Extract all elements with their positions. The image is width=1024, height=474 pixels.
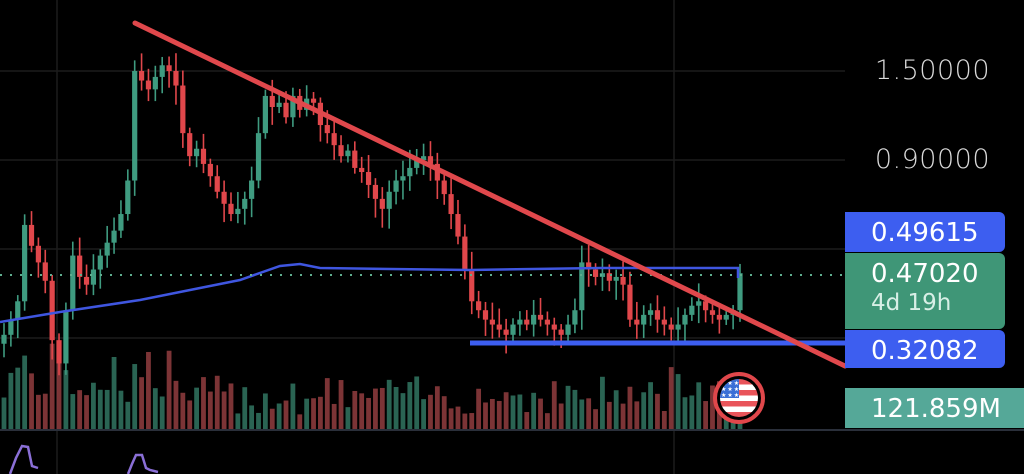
support-price-value: 0.32082 [871,336,979,366]
volume-tag[interactable]: 121.859M [845,388,1024,428]
us-flag-stripes: ★★★ ★★★ ★★★ [720,379,758,417]
candlesticks [1,53,743,376]
resistance-price-value: 0.49615 [871,218,979,248]
resistance-price-tag[interactable]: 0.49615 [845,212,1005,252]
us-flag-stars: ★★★ ★★★ ★★★ [720,379,741,399]
price-axis-label-1: 1.50000 [874,55,990,86]
support-price-tag[interactable]: 0.32082 [845,330,1005,368]
candle-countdown: 4d 19h [871,290,952,316]
oscillator-line-2 [126,453,159,474]
last-price-value: 0.47020 [871,259,979,289]
descending-trendline[interactable] [132,20,848,369]
price-axis-label-2: 0.90000 [874,144,990,175]
chart-grid [0,0,845,474]
last-price-tag[interactable]: 0.47020 4d 19h [845,253,1005,329]
moving-average-line[interactable] [0,262,740,324]
oscillator-line [8,444,39,474]
volume-value: 121.859M [871,394,1001,424]
us-flag-icon[interactable]: ★★★ ★★★ ★★★ [713,372,765,424]
volume-bars [1,343,743,430]
